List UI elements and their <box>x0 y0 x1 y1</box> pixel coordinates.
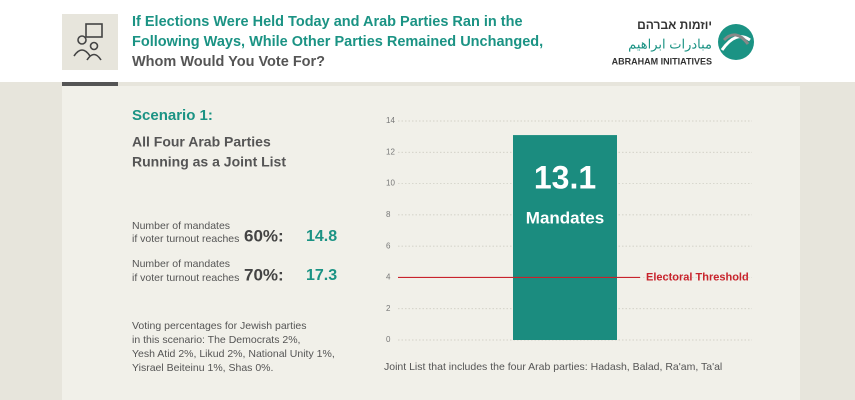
note-line: in this scenario: The Democrats 2%, <box>132 334 300 346</box>
note-line: Voting percentages for Jewish parties <box>132 320 307 332</box>
y-tick-label: 2 <box>386 304 391 313</box>
turnout-caption: Number of mandates <box>132 220 230 232</box>
turnout-caption: if voter turnout reaches <box>132 233 239 245</box>
y-tick-label: 6 <box>386 241 391 250</box>
content-panel <box>62 86 800 400</box>
logo <box>718 24 754 60</box>
logo-english: ABRAHAM INITIATIVES <box>612 56 712 66</box>
header-band <box>0 0 855 82</box>
bar-unit-label: Mandates <box>526 209 604 228</box>
turnout-caption: if voter turnout reaches <box>132 272 239 284</box>
scenario-description: All Four Arab Parties <box>132 134 271 150</box>
title-line: Following Ways, While Other Parties Rema… <box>132 34 543 50</box>
x-category-label: Joint List that includes the four Arab p… <box>384 361 722 373</box>
y-tick-label: 10 <box>386 179 395 188</box>
y-tick-label: 12 <box>386 147 395 156</box>
bar <box>513 135 617 340</box>
title-line: If Elections Were Held Today and Arab Pa… <box>132 14 523 30</box>
mandates-value: 14.8 <box>306 228 337 245</box>
note-line: Yesh Atid 2%, Likud 2%, National Unity 1… <box>132 348 335 360</box>
logo-hebrew: יוזמות אברהם <box>637 18 712 32</box>
turnout-caption: Number of mandates <box>132 258 230 270</box>
logo-arabic: مبادرات ابراهيم <box>628 36 712 52</box>
turnout-value: 60%: <box>244 226 284 245</box>
y-tick-label: 14 <box>386 116 395 125</box>
y-tick-label: 0 <box>386 335 391 344</box>
header-icon <box>62 14 118 70</box>
bar-value-label: 13.1 <box>534 160 596 196</box>
y-tick-label: 8 <box>386 210 391 219</box>
scenario-heading: Scenario 1: <box>132 107 213 124</box>
title-line: Whom Would You Vote For? <box>132 54 325 70</box>
accent-bar <box>62 82 118 86</box>
note-line: Yisrael Beiteinu 1%, Shas 0%. <box>132 362 273 374</box>
threshold-label: Electoral Threshold <box>646 271 749 283</box>
scenario-description: Running as a Joint List <box>132 154 286 170</box>
y-tick-label: 4 <box>386 273 391 282</box>
turnout-value: 70%: <box>244 265 284 284</box>
mandates-value: 17.3 <box>306 267 337 284</box>
